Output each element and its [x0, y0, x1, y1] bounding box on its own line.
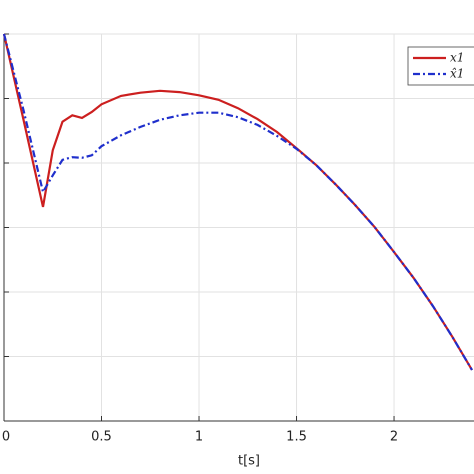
legend-box: [407, 46, 474, 86]
legend-label: x̂1: [450, 67, 464, 81]
x-axis-label: t[s]: [238, 454, 260, 469]
x-tick-label: 1: [195, 430, 203, 445]
x-tick-label: 1.5: [286, 430, 307, 445]
x-tick-label: 0.5: [91, 430, 112, 445]
x-tick-label: 0: [2, 430, 10, 445]
series-line: [2, 33, 473, 371]
plot-lines: [2, 33, 473, 371]
legend-label: x1: [450, 51, 464, 65]
series-line: [2, 33, 473, 371]
grid: [3, 33, 474, 422]
x-tick-label: 2: [390, 430, 398, 445]
